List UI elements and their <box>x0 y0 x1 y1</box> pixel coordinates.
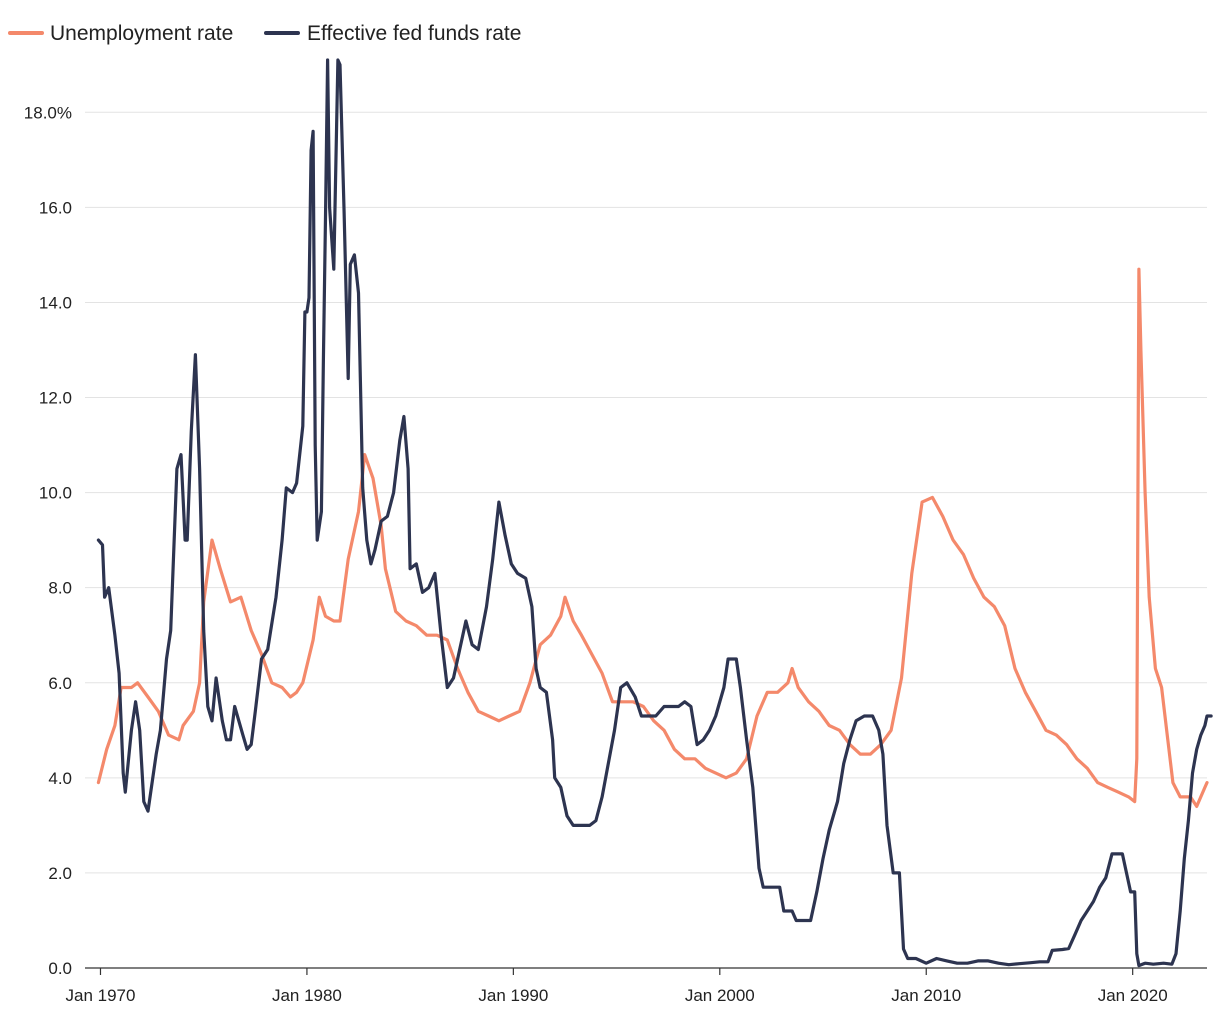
x-tick-label: Jan 2000 <box>685 986 755 1005</box>
legend-label-unemployment: Unemployment rate <box>50 22 233 45</box>
legend-label-fed-funds: Effective fed funds rate <box>307 22 521 45</box>
y-tick-label: 4.0 <box>48 769 72 788</box>
y-axis-ticks: 0.0 2.0 4.0 6.0 8.0 10.0 12.0 14.0 16.0 18.0% <box>24 103 72 978</box>
series-line-fed-funds <box>96 58 1213 968</box>
x-tick-label: Jan 1970 <box>66 986 136 1005</box>
x-tick-label: Jan 2010 <box>891 986 961 1005</box>
x-tick-label: Jan 2020 <box>1098 986 1168 1005</box>
y-tick-label: 0.0 <box>48 959 72 978</box>
y-tick-label: 8.0 <box>48 579 72 598</box>
y-tick-label: 14.0 <box>39 293 72 312</box>
series-line-unemployment <box>96 267 1209 809</box>
y-tick-label: 2.0 <box>48 864 72 883</box>
legend-item-fed-funds[interactable]: Effective fed funds rate <box>264 22 521 45</box>
grid <box>85 111 1207 874</box>
legend-item-unemployment[interactable]: Unemployment rate <box>8 22 233 45</box>
series-layer <box>96 58 1213 968</box>
y-tick-label: 6.0 <box>48 674 72 693</box>
x-axis-ticks: Jan 1970 Jan 1980 Jan 1990 Jan 2000 Jan 2010… <box>66 968 1168 1005</box>
y-tick-label: 12.0 <box>39 389 72 408</box>
y-tick-label: 10.0 <box>39 484 72 503</box>
y-tick-label: 18.0% <box>24 103 72 122</box>
x-tick-label: Jan 1990 <box>478 986 548 1005</box>
y-tick-label: 16.0 <box>39 198 72 217</box>
legend: Unemployment rate Effective fed funds ra… <box>8 22 521 45</box>
x-tick-label: Jan 1980 <box>272 986 342 1005</box>
